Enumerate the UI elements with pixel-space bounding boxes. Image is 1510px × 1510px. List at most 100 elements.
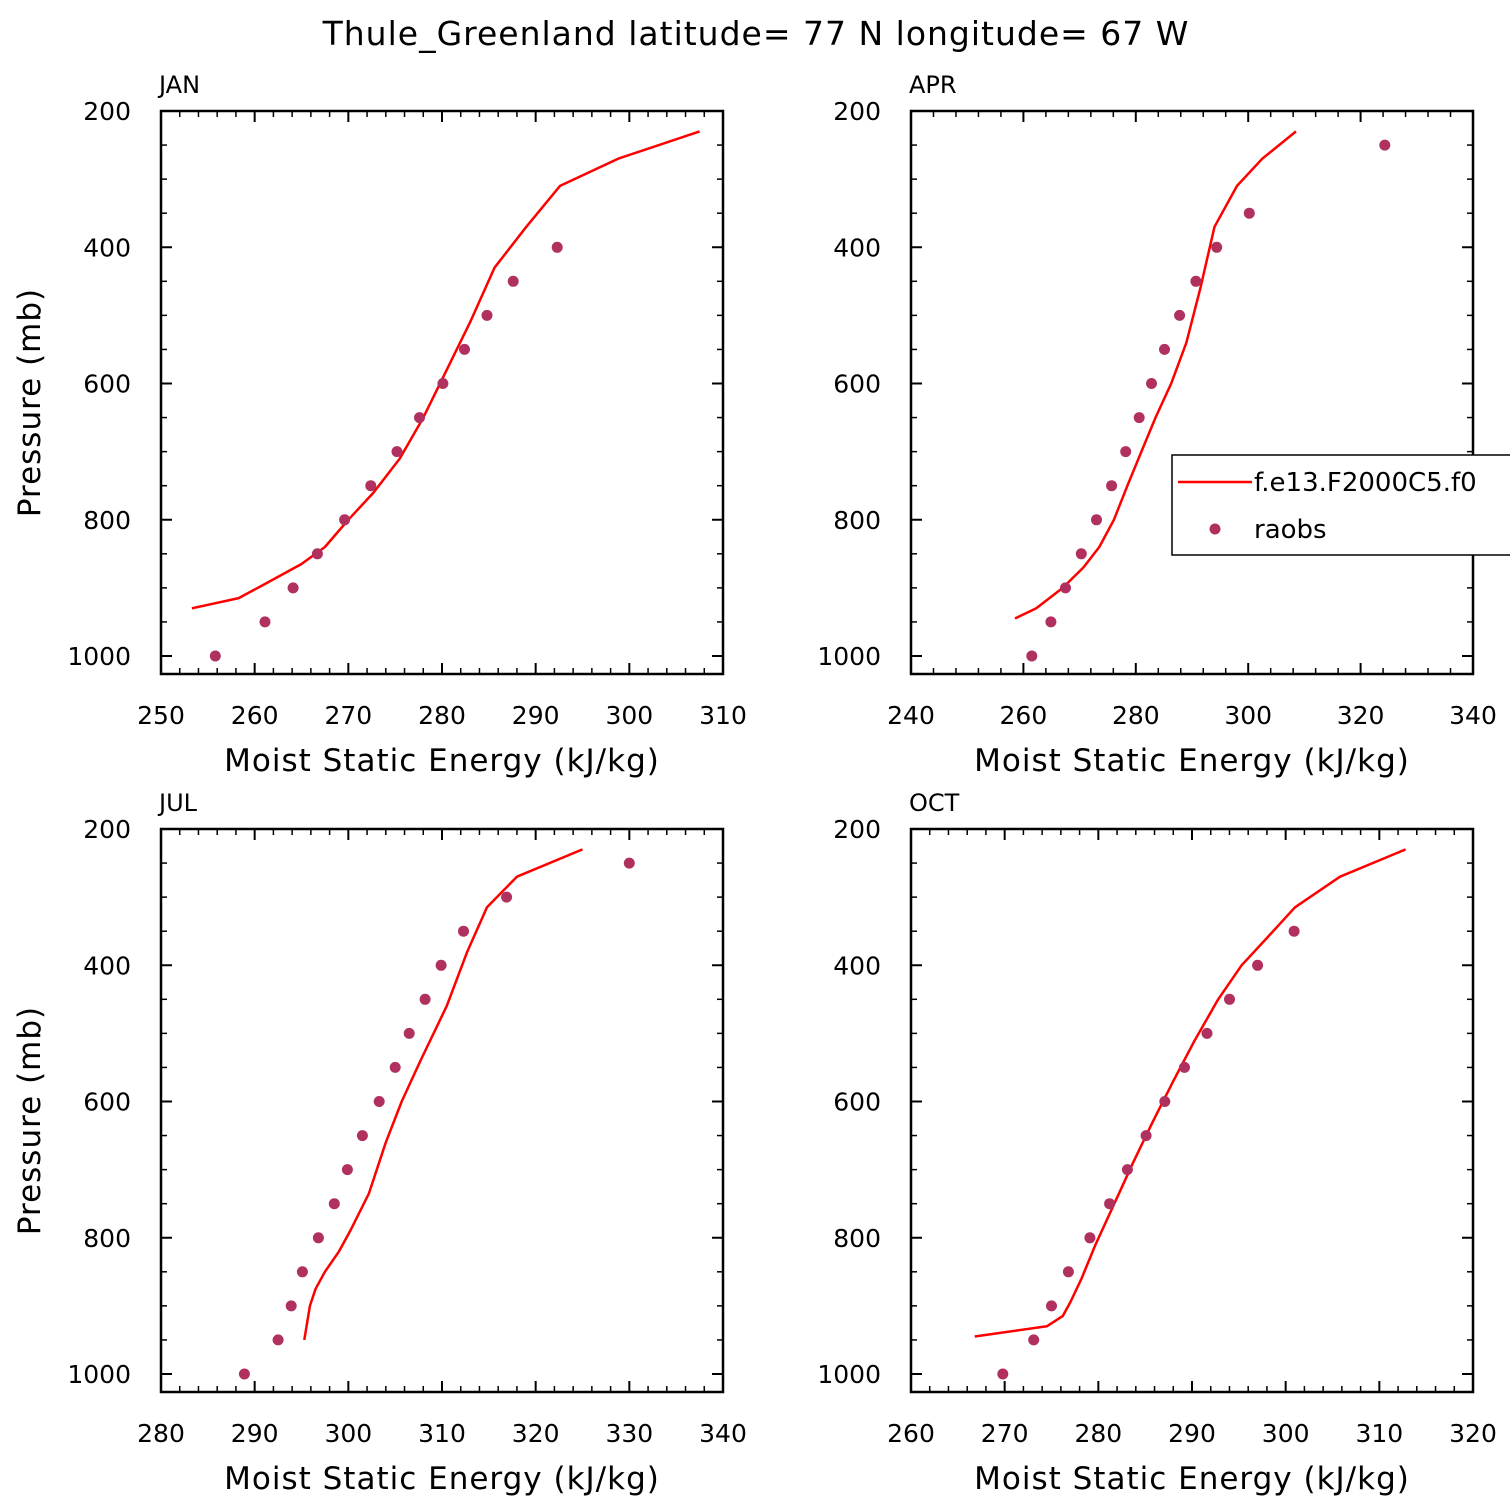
x-axis-label: Moist Static Energy (kJ/kg) bbox=[224, 743, 660, 779]
obs-point bbox=[437, 378, 449, 389]
obs-point bbox=[312, 1232, 324, 1244]
y-tick-label: 200 bbox=[833, 815, 881, 844]
obs-point bbox=[458, 925, 469, 937]
y-tick-label: 200 bbox=[83, 97, 131, 126]
obs-point bbox=[1174, 309, 1186, 321]
y-tick-label: 600 bbox=[83, 1088, 131, 1117]
obs-point bbox=[311, 548, 323, 560]
obs-point bbox=[339, 514, 351, 526]
model-line-apr bbox=[1014, 130, 1297, 620]
x-tick-label: 320 bbox=[1449, 1419, 1497, 1448]
model-line-jan bbox=[191, 130, 700, 610]
plot-frame bbox=[909, 109, 1475, 676]
y-tick-label: 400 bbox=[833, 951, 881, 980]
obs-point bbox=[1190, 275, 1202, 287]
obs-point bbox=[1060, 582, 1071, 594]
x-tick-label: 310 bbox=[1355, 1419, 1403, 1448]
y-tick-label: 200 bbox=[83, 815, 131, 844]
legend: f.e13.F2000C5.f0 raobs bbox=[1171, 454, 1510, 556]
x-tick-label: 250 bbox=[137, 701, 185, 730]
obs-point bbox=[373, 1096, 385, 1107]
x-tick-label: 300 bbox=[1262, 1419, 1310, 1448]
y-tick-label: 800 bbox=[833, 506, 881, 535]
obs-point bbox=[341, 1164, 353, 1176]
obs-point bbox=[1028, 1334, 1040, 1346]
obs-point bbox=[1062, 1266, 1074, 1278]
obs-point bbox=[391, 446, 403, 458]
x-tick-label: 260 bbox=[887, 1419, 935, 1448]
x-tick-label: 290 bbox=[231, 1419, 279, 1448]
y-tick-label: 400 bbox=[83, 233, 131, 262]
obs-point bbox=[414, 412, 425, 424]
obs-point bbox=[1026, 650, 1038, 662]
y-tick-label: 600 bbox=[833, 370, 881, 399]
x-tick-label: 240 bbox=[887, 701, 935, 730]
obs-point bbox=[435, 959, 447, 971]
y-axis-label: Pressure (mb) bbox=[12, 288, 48, 517]
obs-point bbox=[209, 650, 221, 662]
obs-point bbox=[419, 993, 431, 1005]
panel-label-jan: JAN bbox=[157, 71, 200, 99]
obs-point bbox=[238, 1368, 250, 1380]
x-tick-label: 340 bbox=[699, 1419, 747, 1448]
obs-point bbox=[296, 1266, 308, 1278]
obs-point bbox=[1211, 241, 1223, 253]
obs-point bbox=[997, 1368, 1009, 1380]
y-tick-label: 400 bbox=[833, 233, 881, 262]
x-axis-label: Moist Static Energy (kJ/kg) bbox=[224, 1461, 660, 1497]
y-tick-label: 1000 bbox=[67, 1360, 131, 1389]
panel-label-oct: OCT bbox=[909, 789, 960, 817]
x-tick-label: 300 bbox=[1224, 701, 1272, 730]
x-axis-label: Moist Static Energy (kJ/kg) bbox=[974, 743, 1410, 779]
chart-jan: 250 260 270 280 290 300 310 200 400 600 800 1000 JAN… bbox=[12, 71, 747, 779]
x-tick-label: 300 bbox=[324, 1419, 372, 1448]
obs-point bbox=[1243, 207, 1255, 219]
x-tick-label: 260 bbox=[1000, 701, 1048, 730]
obs-point bbox=[356, 1130, 368, 1142]
figure-title: Thule_Greenland latitude= 77 N longitude… bbox=[322, 14, 1190, 53]
x-tick-label: 330 bbox=[605, 1419, 653, 1448]
legend-obs-marker bbox=[1209, 523, 1221, 535]
y-tick-label: 200 bbox=[833, 97, 881, 126]
chart-jul: 280 290 300 310 320 330 340 200 400 600 800 1000 JUL… bbox=[12, 789, 747, 1497]
x-axis-label: Moist Static Energy (kJ/kg) bbox=[974, 1461, 1410, 1497]
y-tick-label: 1000 bbox=[67, 642, 131, 671]
obs-point bbox=[1179, 1061, 1190, 1073]
x-tick-label: 310 bbox=[699, 701, 747, 730]
x-tick-label: 280 bbox=[1112, 701, 1160, 730]
legend-box bbox=[1171, 454, 1510, 556]
x-tick-label: 270 bbox=[981, 1419, 1029, 1448]
y-tick-label: 800 bbox=[83, 506, 131, 535]
x-tick-label: 320 bbox=[1337, 701, 1385, 730]
obs-point bbox=[389, 1061, 401, 1073]
obs-point bbox=[1146, 378, 1157, 389]
obs-point bbox=[365, 480, 377, 492]
obs-point bbox=[1159, 343, 1170, 355]
y-tick-label: 1000 bbox=[817, 642, 881, 671]
y-tick-label: 600 bbox=[83, 370, 131, 399]
x-tick-label: 290 bbox=[512, 701, 560, 730]
obs-point bbox=[1288, 925, 1300, 937]
panel-label-apr: APR bbox=[909, 71, 957, 99]
x-tick-label: 280 bbox=[137, 1419, 185, 1448]
obs-point bbox=[1084, 1232, 1096, 1244]
x-tick-label: 270 bbox=[324, 701, 372, 730]
obs-point bbox=[501, 891, 513, 903]
obs-point bbox=[1091, 514, 1102, 526]
x-tick-label: 280 bbox=[418, 701, 466, 730]
obs-point bbox=[507, 275, 519, 287]
obs-point bbox=[1121, 1164, 1133, 1176]
obs-point bbox=[1104, 1198, 1116, 1210]
obs-point bbox=[1075, 548, 1087, 560]
obs-point bbox=[272, 1334, 284, 1346]
obs-point bbox=[287, 582, 299, 594]
obs-point bbox=[551, 241, 563, 253]
y-tick-label: 400 bbox=[83, 951, 131, 980]
obs-point bbox=[1120, 446, 1132, 458]
y-tick-label: 800 bbox=[833, 1224, 881, 1253]
obs-point bbox=[403, 1027, 415, 1039]
obs-point bbox=[1379, 139, 1391, 151]
x-tick-label: 290 bbox=[1168, 1419, 1216, 1448]
obs-point bbox=[1224, 993, 1235, 1005]
